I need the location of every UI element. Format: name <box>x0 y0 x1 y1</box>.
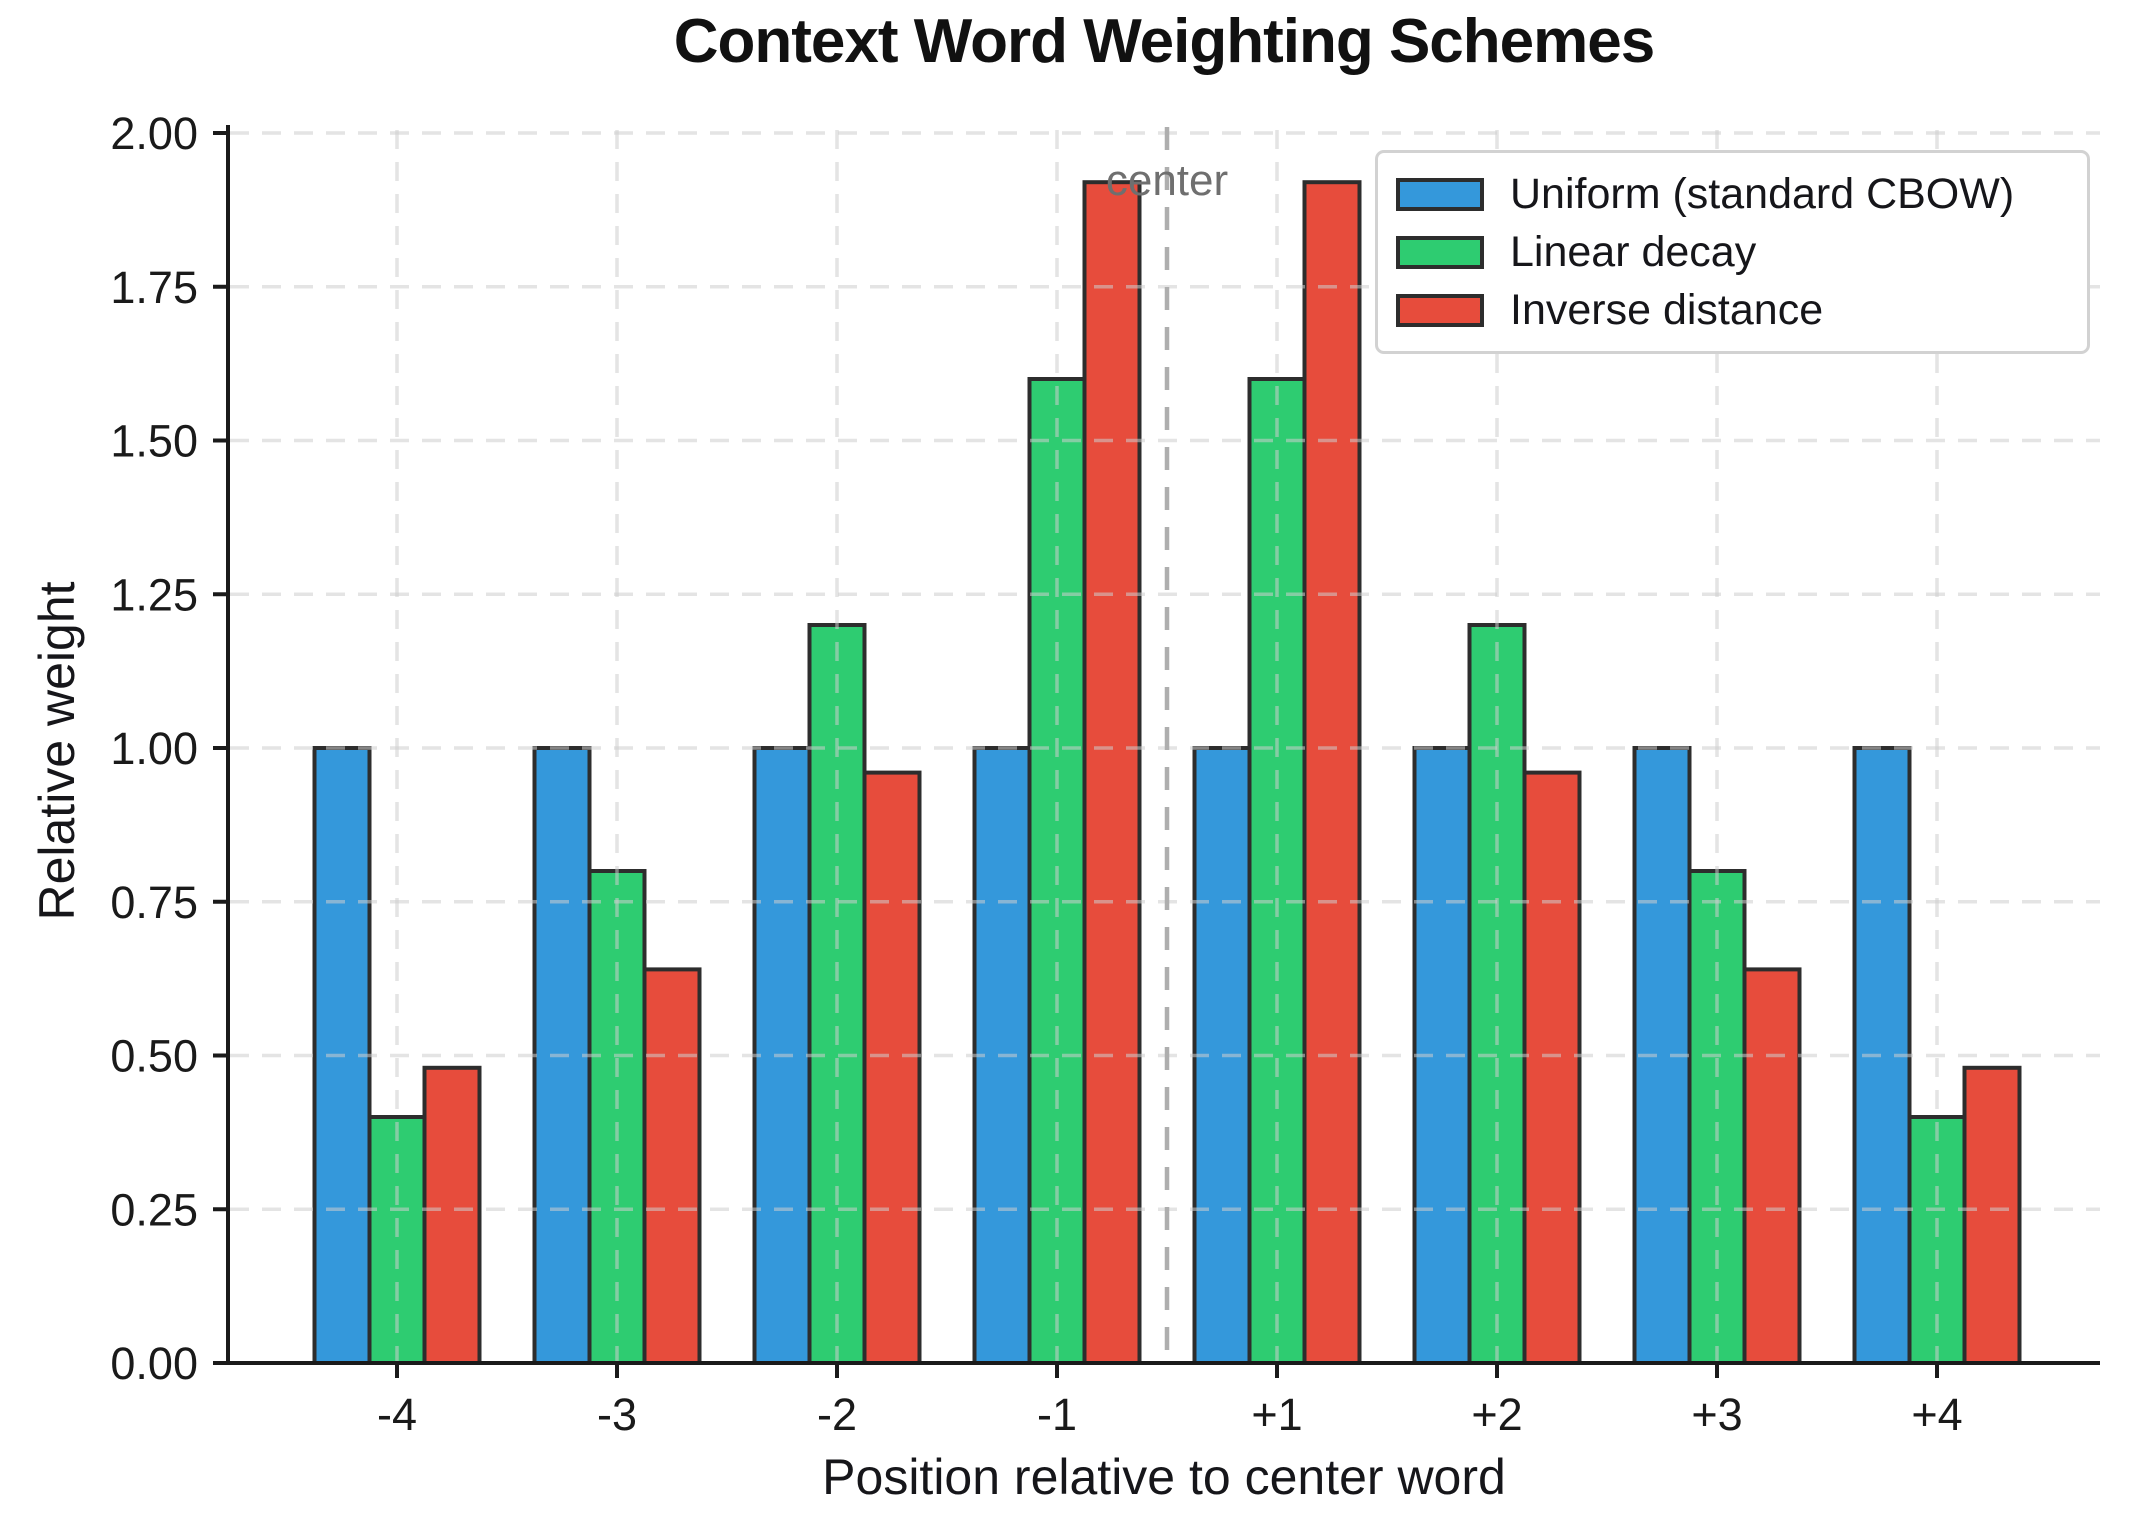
y-tick-label-0.75: 0.75 <box>110 877 198 928</box>
x-tick-label-+2: +2 <box>1471 1389 1522 1440</box>
y-tick-label-0.50: 0.50 <box>110 1031 198 1082</box>
bar-+3-inverse-distance <box>1742 967 1802 1366</box>
legend-label: Linear decay <box>1510 227 1757 276</box>
bar-+2-inverse-distance <box>1522 770 1582 1365</box>
y-tick-label-0.00: 0.00 <box>110 1338 198 1389</box>
legend-swatch-linear-decay <box>1396 235 1484 269</box>
x-tick-label-+3: +3 <box>1691 1389 1742 1440</box>
legend-box: Uniform (standard CBOW) Linear decay Inver… <box>1375 150 2090 354</box>
x-tick-label--3: -3 <box>597 1389 637 1440</box>
legend-item-uniform-standard-cbow: Uniform (standard CBOW) <box>1396 165 2069 223</box>
bar-+4-inverse-distance <box>1962 1065 2022 1366</box>
legend-swatch-inverse-distance <box>1396 293 1484 327</box>
legend-item-inverse-distance: Inverse distance <box>1396 281 2069 339</box>
bar--3-inverse-distance <box>642 967 702 1366</box>
y-tick-label-1.25: 1.25 <box>110 569 198 620</box>
y-axis-label: Relative weight <box>29 581 85 921</box>
bar-+1-inverse-distance <box>1302 180 1362 1366</box>
bar--2-inverse-distance <box>862 770 922 1365</box>
x-tick-label-+4: +4 <box>1911 1389 1962 1440</box>
x-axis-label: Position relative to center word <box>822 1449 1506 1505</box>
bar--3-linear-decay <box>587 869 647 1365</box>
legend-label: Uniform (standard CBOW) <box>1510 169 2015 218</box>
chart-title: Context Word Weighting Schemes <box>673 7 1655 76</box>
x-tick-label--4: -4 <box>377 1389 417 1440</box>
y-tick-label-2.00: 2.00 <box>110 108 198 159</box>
legend-swatch-uniform-standard-cbow <box>1396 177 1484 211</box>
y-tick-label-1.50: 1.50 <box>110 416 198 467</box>
center-annotation: center <box>1106 156 1228 205</box>
y-tick-label-0.25: 0.25 <box>110 1184 198 1235</box>
y-tick-label-1.00: 1.00 <box>110 723 198 774</box>
x-tick-label--1: -1 <box>1037 1389 1077 1440</box>
legend-item-linear-decay: Linear decay <box>1396 223 2069 281</box>
legend-label: Inverse distance <box>1510 285 1824 334</box>
x-tick-label-+1: +1 <box>1251 1389 1302 1440</box>
x-tick-label--2: -2 <box>817 1389 857 1440</box>
bar--1-inverse-distance <box>1082 180 1142 1366</box>
y-tick-label-1.75: 1.75 <box>110 262 198 313</box>
bar--4-inverse-distance <box>422 1065 482 1366</box>
